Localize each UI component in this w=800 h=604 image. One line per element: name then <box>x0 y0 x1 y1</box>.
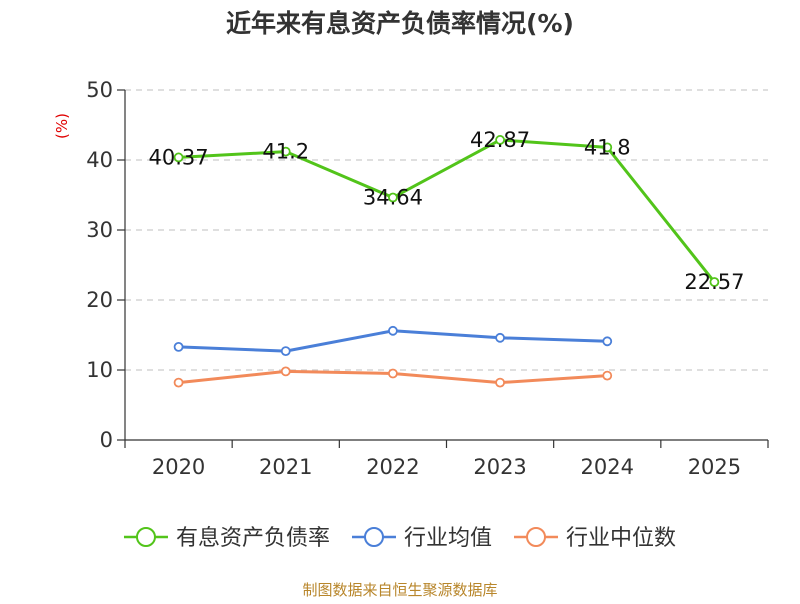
y-tick-label: 0 <box>100 428 113 452</box>
y-unit-label: (%) <box>53 113 71 139</box>
data-labels: 40.37 41.2 34.64 42.87 41.8 22.57 <box>149 128 745 294</box>
x-tick-label: 2022 <box>366 455 419 479</box>
data-point <box>280 366 291 377</box>
data-point <box>709 277 720 287</box>
legend-marker <box>135 527 156 547</box>
y-tick-label: 40 <box>86 148 113 172</box>
legend-item: 有息资产负债率 <box>123 526 330 551</box>
y-tick-label: 50 <box>86 78 113 102</box>
data-point <box>495 135 505 145</box>
series-2 <box>173 366 613 388</box>
x-tick-label: 2023 <box>473 455 526 479</box>
data-point <box>173 341 184 352</box>
series-line <box>178 138 716 283</box>
y-tick-label: 30 <box>86 218 113 242</box>
data-point <box>495 332 505 343</box>
legend-marker <box>363 527 384 547</box>
legend: 有息资产负债率 行业均值 行业中位数 <box>123 526 676 551</box>
legend-label: 有息资产负债率 <box>176 526 330 551</box>
data-point <box>388 325 398 336</box>
x-tick-label: 2021 <box>259 455 312 479</box>
data-label: 22.57 <box>684 270 744 294</box>
data-label: 34.64 <box>363 186 423 210</box>
series-0 <box>173 135 720 287</box>
data-point <box>495 377 505 388</box>
data-point <box>602 336 613 347</box>
legend-item: 行业均值 <box>351 526 492 551</box>
y-tick-label: 10 <box>86 358 113 382</box>
data-point <box>280 346 291 357</box>
x-tick-label: 2025 <box>688 455 741 479</box>
axes: 0 10 20 30 40 50 2020 2021 2022 2023 2024 2025 <box>86 78 769 479</box>
gridlines <box>125 89 768 371</box>
legend-label: 行业均值 <box>404 526 492 551</box>
data-point <box>280 146 291 157</box>
chart-title: 近年来有息资产负债率情况(%) <box>226 9 574 38</box>
data-label: 40.37 <box>149 145 209 169</box>
legend-item: 行业中位数 <box>514 526 676 551</box>
legend-marker <box>526 527 547 547</box>
data-label: 41.2 <box>262 140 309 164</box>
series-1 <box>173 325 613 357</box>
data-point <box>388 192 398 203</box>
data-point <box>602 142 613 153</box>
x-tick-label: 2020 <box>152 455 205 479</box>
data-point <box>602 370 613 381</box>
data-label: 41.8 <box>584 135 631 159</box>
data-point <box>173 377 184 388</box>
y-tick-label: 20 <box>86 288 113 312</box>
series-lines <box>173 135 720 388</box>
x-tick-label: 2024 <box>581 455 634 479</box>
data-point <box>173 152 184 163</box>
source-note: 制图数据来自恒生聚源数据库 <box>302 581 497 599</box>
legend-label: 行业中位数 <box>566 526 676 551</box>
data-point <box>388 368 398 379</box>
data-label: 42.87 <box>470 128 530 152</box>
